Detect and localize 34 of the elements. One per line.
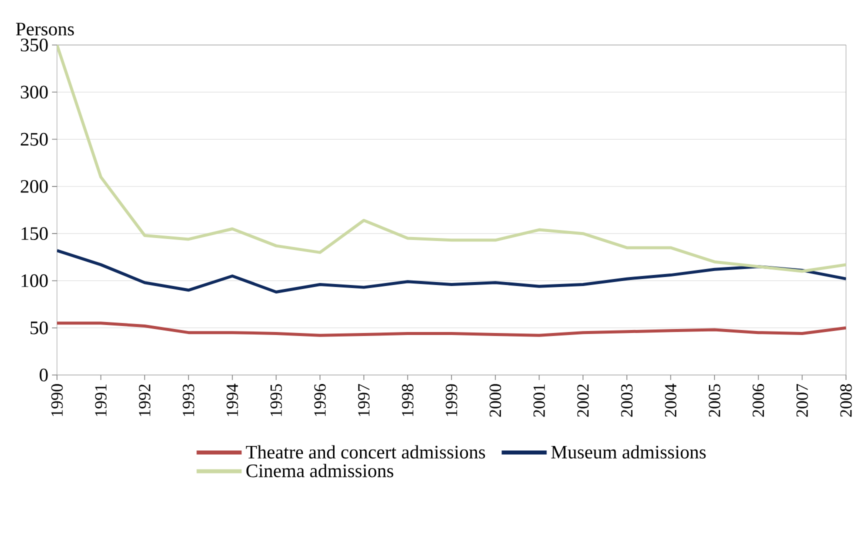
y-tick-label: 100 — [22, 274, 48, 288]
x-tick-label: 2003 — [621, 384, 633, 417]
y-tick-label: 0 — [40, 368, 48, 382]
y-tick-label: 250 — [20, 132, 48, 146]
x-tick-label: 2000 — [490, 384, 502, 417]
line-series — [57, 249, 846, 294]
y-axis-title: Persons — [16, 22, 74, 36]
x-tick-label: 2007 — [796, 384, 808, 417]
x-tick-label: 1994 — [226, 384, 238, 416]
x-tick-label: 2006 — [752, 384, 764, 417]
x-tick-label: 1992 — [138, 384, 150, 416]
x-tick-label: 1991 — [95, 384, 107, 416]
x-tick-label: 1999 — [446, 384, 458, 416]
x-tick-label: 2008 — [840, 384, 852, 417]
x-tick-label: 1997 — [358, 384, 370, 416]
line-series — [57, 322, 846, 337]
legend-label: Theatre and concert admissions — [246, 445, 486, 459]
legend-label: Cinema admissions — [246, 464, 394, 478]
y-tick-label: 200 — [20, 180, 48, 193]
x-tick-label: 2004 — [664, 384, 676, 417]
y-tick-label: 50 — [30, 321, 48, 334]
line-series — [57, 44, 846, 273]
x-tick-label: 1996 — [314, 384, 326, 416]
y-tick-label: 350 — [20, 38, 48, 52]
legend-label: Museum admissions — [551, 445, 706, 459]
x-tick-label: 2002 — [577, 384, 589, 417]
x-tick-label: 2001 — [533, 384, 545, 417]
x-tick-label: 2005 — [708, 384, 720, 417]
x-tick-label: 1990 — [51, 384, 63, 416]
x-tick-label: 1995 — [270, 384, 282, 416]
y-tick-label: 150 — [22, 227, 48, 240]
x-tick-label: 1998 — [402, 384, 414, 416]
y-tick-label: 300 — [20, 86, 48, 99]
x-tick-label: 1993 — [182, 384, 194, 416]
